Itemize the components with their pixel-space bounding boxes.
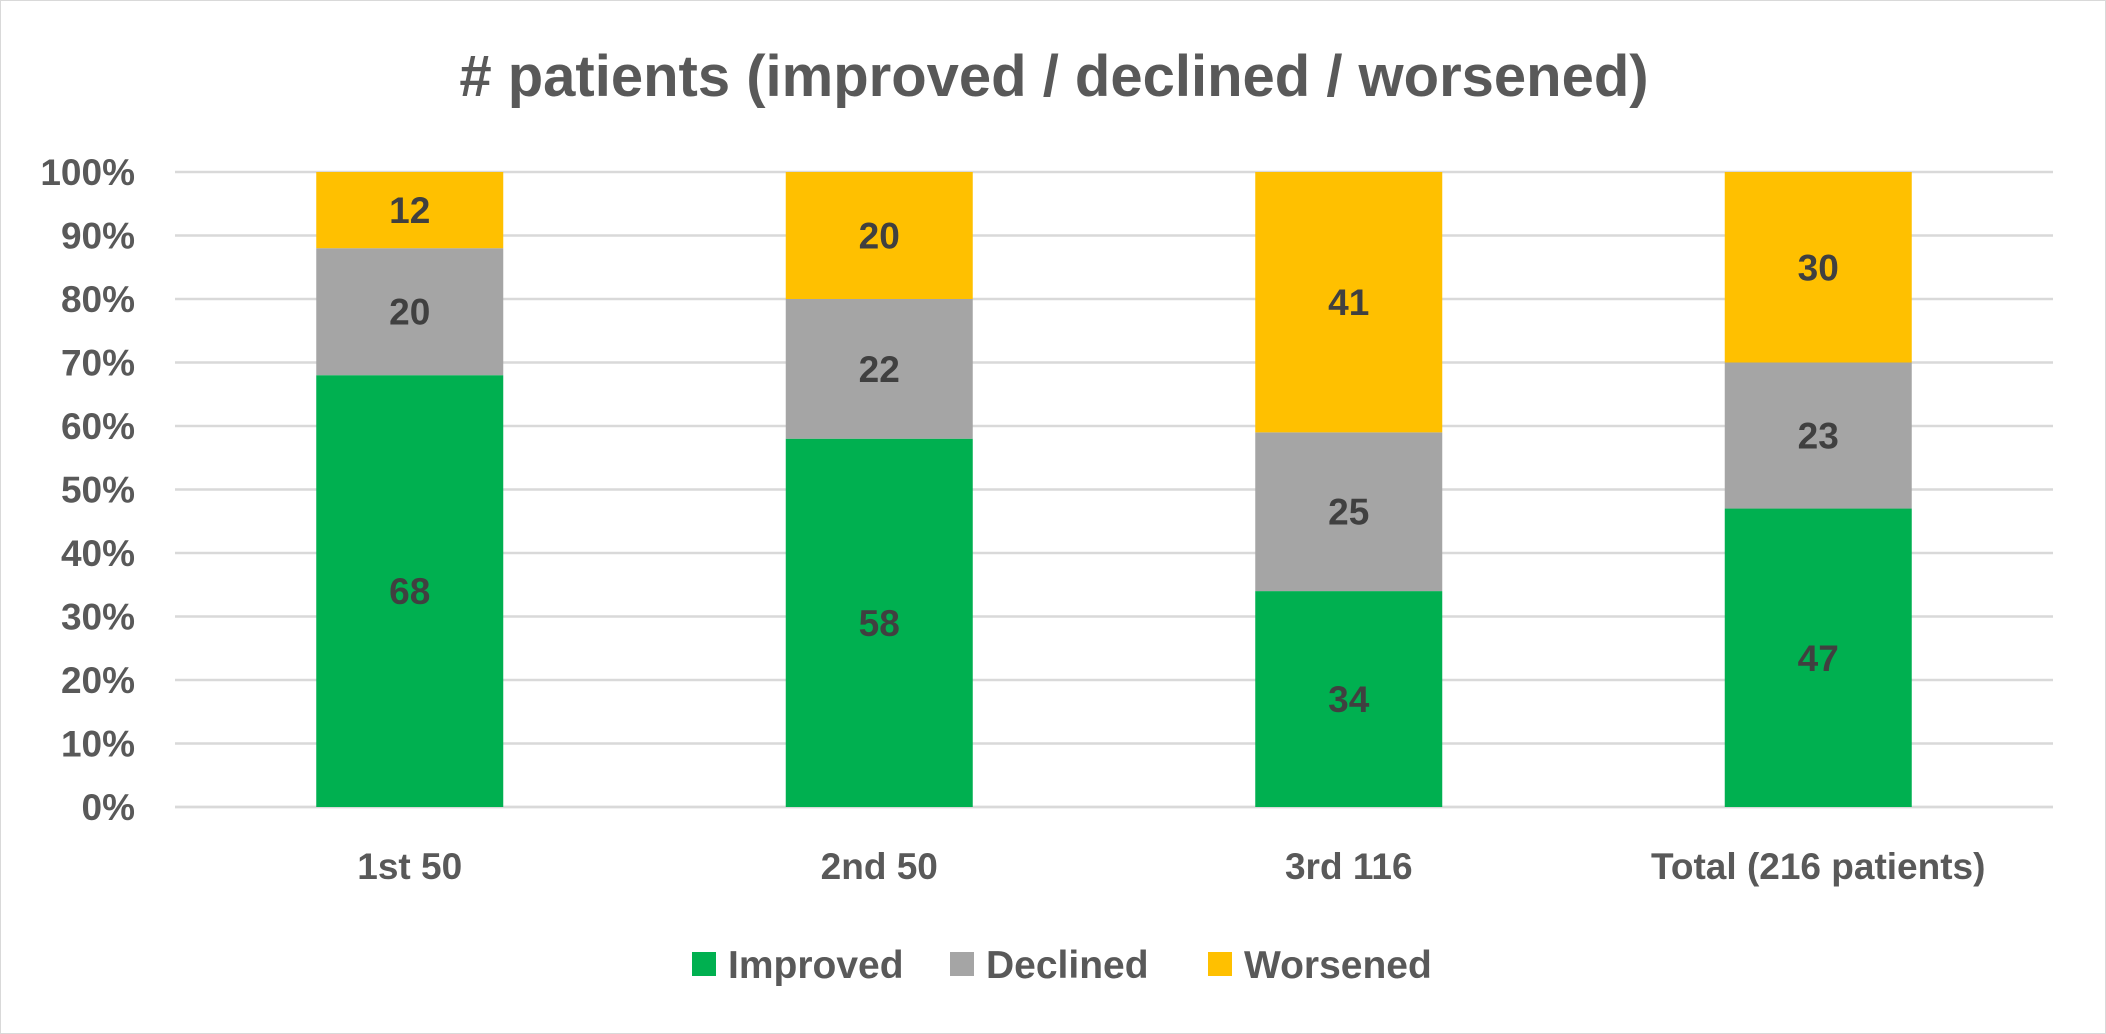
bar-segment-worsened <box>1255 172 1443 433</box>
data-label: 41 <box>1328 282 1369 323</box>
data-label: 58 <box>859 603 900 644</box>
data-label: 30 <box>1798 247 1839 288</box>
bar-segment-declined <box>1724 362 1912 509</box>
legend: Improved Declined Worsened <box>692 944 1432 987</box>
legend-label: Worsened <box>1244 944 1432 987</box>
bar-segment-worsened <box>785 172 973 299</box>
y-tick-label: 50% <box>61 470 135 511</box>
y-tick-label: 10% <box>61 724 135 765</box>
bar-segment-improved <box>316 375 504 807</box>
x-tick-label: Total (216 patients) <box>1651 846 1985 887</box>
legend-swatch <box>1208 952 1232 976</box>
y-tick-label: 90% <box>61 216 135 257</box>
data-label: 34 <box>1328 679 1370 720</box>
y-tick-label: 100% <box>40 152 135 193</box>
x-tick-label: 2nd 50 <box>821 846 938 887</box>
bars <box>316 172 1912 807</box>
y-tick-label: 70% <box>61 343 135 384</box>
data-label: 23 <box>1798 416 1839 457</box>
legend-item-worsened: Worsened <box>1208 944 1432 987</box>
data-label: 22 <box>859 349 900 390</box>
y-tick-label: 80% <box>61 279 135 320</box>
bar-segment-worsened <box>1724 172 1912 363</box>
data-label: 12 <box>389 190 430 231</box>
data-label: 47 <box>1798 638 1839 679</box>
bar-segment-declined <box>316 248 504 376</box>
legend-item-improved: Improved <box>692 944 904 987</box>
y-tick-label: 40% <box>61 533 135 574</box>
bar-segment-improved <box>1724 508 1912 807</box>
bar-segment-improved <box>785 438 973 807</box>
y-tick-label: 30% <box>61 597 135 638</box>
y-tick-label: 20% <box>61 660 135 701</box>
x-tick-label: 1st 50 <box>357 846 462 887</box>
legend-label: Declined <box>986 944 1149 987</box>
data-labels: 68 20 12 58 22 20 34 25 41 47 23 30 <box>389 190 1839 720</box>
bar-segment-improved <box>1255 591 1443 807</box>
bar-segment-declined <box>1255 432 1443 592</box>
chart-title: # patients (improved / declined / worsen… <box>459 44 1648 109</box>
legend-swatch <box>692 952 716 976</box>
y-tick-label: 0% <box>82 787 135 828</box>
x-axis-ticks: 1st 50 2nd 50 3rd 116 Total (216 patients) <box>357 846 1985 887</box>
data-label: 20 <box>859 216 900 257</box>
y-tick-label: 60% <box>61 406 135 447</box>
bar-segment-declined <box>785 299 973 439</box>
x-tick-label: 3rd 116 <box>1285 846 1413 887</box>
data-label: 68 <box>389 571 430 612</box>
data-label: 25 <box>1328 492 1369 533</box>
y-axis-ticks: 0% 10% 20% 30% 40% 50% 60% 70% 80% 90% 100% <box>40 152 135 828</box>
bar-segment-worsened <box>316 172 504 249</box>
legend-swatch <box>950 952 974 976</box>
data-label: 20 <box>389 292 430 333</box>
legend-label: Improved <box>728 944 904 987</box>
legend-item-declined: Declined <box>950 944 1149 987</box>
